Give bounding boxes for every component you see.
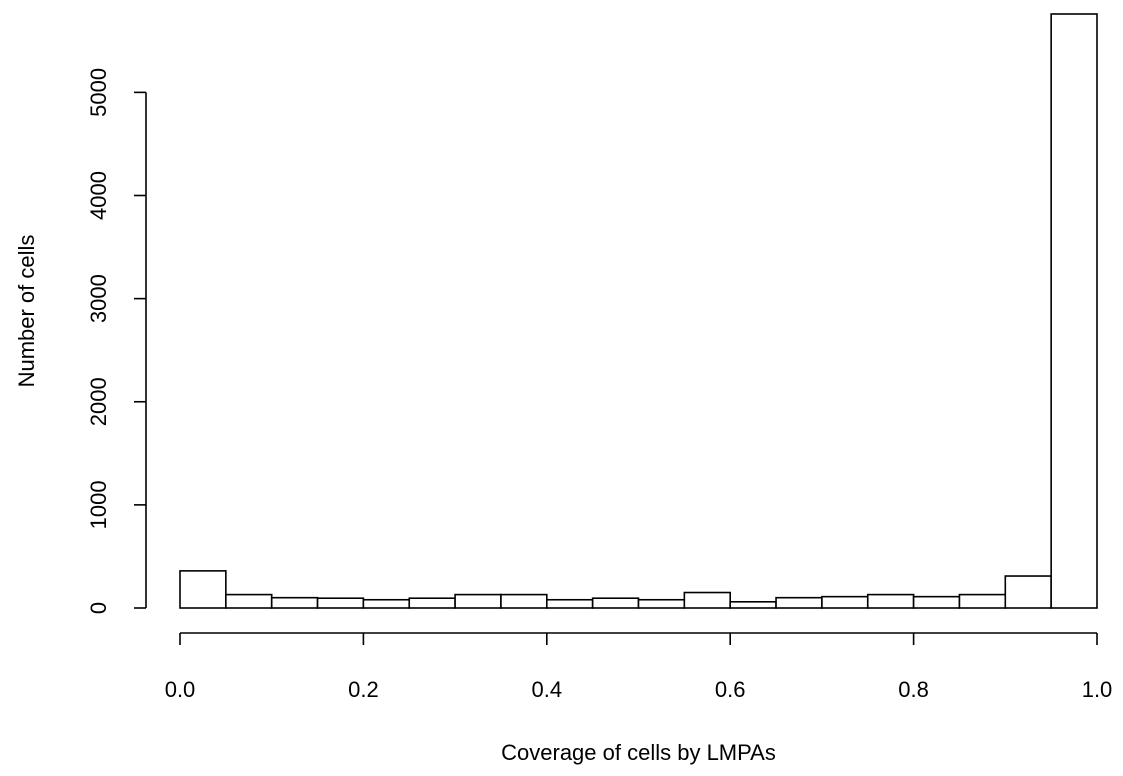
- x-axis-title: Coverage of cells by LMPAs: [501, 740, 776, 765]
- x-tick-label: 0.6: [715, 677, 746, 702]
- histogram-bar: [179, 570, 227, 609]
- histogram-bar: [775, 596, 823, 609]
- y-axis-title: Number of cells: [14, 235, 39, 388]
- histogram-bar: [545, 598, 594, 609]
- histogram-bar: [362, 598, 411, 609]
- x-tick-label: 1.0: [1082, 677, 1113, 702]
- histogram-bar: [729, 601, 777, 609]
- histogram-bar: [500, 593, 548, 609]
- y-tick-label: 5000: [86, 68, 111, 117]
- y-axis: 0 1000 2000 3000 4000 5000: [86, 68, 147, 614]
- histogram-bar: [1004, 575, 1052, 609]
- histogram-bar: [866, 593, 915, 609]
- histogram-bar: [454, 593, 502, 609]
- histogram-bar: [225, 593, 273, 609]
- histogram-bar: [637, 598, 686, 609]
- histogram-bar: [1050, 13, 1098, 609]
- histogram-bar: [958, 593, 1007, 609]
- bars-group: [179, 13, 1098, 609]
- x-axis: 0.0 0.2 0.4 0.6 0.8 1.0: [165, 632, 1113, 702]
- y-tick-label: 1000: [86, 480, 111, 529]
- y-tick-label: 4000: [86, 171, 111, 220]
- histogram-bar: [821, 595, 869, 609]
- histogram-bar: [408, 597, 456, 609]
- x-tick-label: 0.2: [348, 677, 379, 702]
- x-tick-label: 0.0: [165, 677, 196, 702]
- x-tick-label: 0.4: [532, 677, 563, 702]
- histogram-bar: [912, 595, 961, 609]
- histogram-bar: [591, 597, 640, 609]
- y-tick-label: 2000: [86, 377, 111, 426]
- histogram-bar: [683, 591, 731, 609]
- histogram-bar: [316, 597, 365, 609]
- y-tick-label: 3000: [86, 274, 111, 323]
- y-tick-label: 0: [86, 602, 111, 614]
- histogram-bar: [270, 596, 319, 609]
- x-tick-label: 0.8: [898, 677, 929, 702]
